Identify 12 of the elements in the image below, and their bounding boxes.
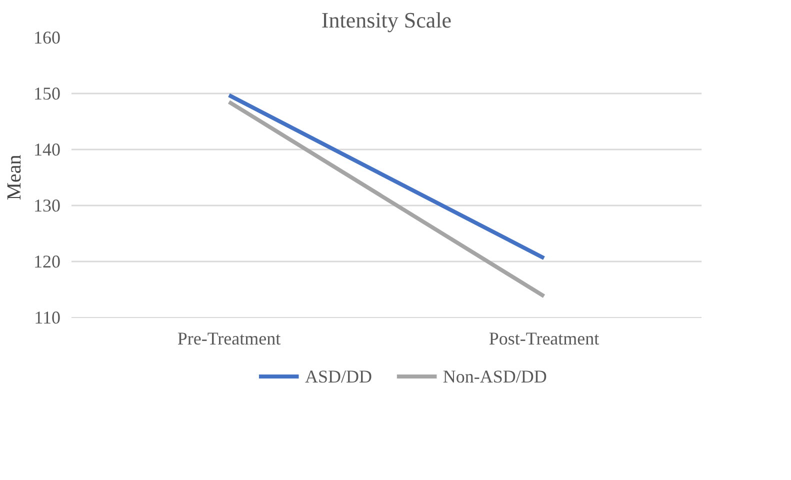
chart-title: Intensity Scale [321,8,452,32]
y-tick-label: 120 [34,252,60,272]
y-tick-label: 110 [34,308,61,328]
legend-label: ASD/DD [304,366,372,386]
x-tick-label: Post-Treatment [488,328,600,348]
y-tick-label: 150 [34,84,60,104]
y-tick-label: 130 [34,196,60,216]
y-tick-label: 160 [34,28,60,48]
y-tick-label: 140 [34,140,60,160]
y-axis-title: Mean [4,154,26,200]
legend-label: Non-ASD/DD [442,366,547,386]
x-tick-label: Pre-Treatment [177,328,281,348]
